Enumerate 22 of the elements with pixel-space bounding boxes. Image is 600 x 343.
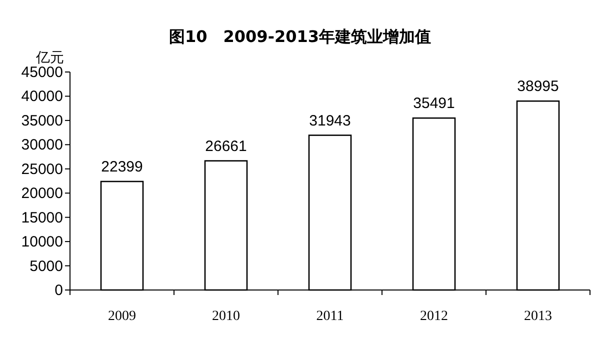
y-tick-label: 15000 (21, 209, 63, 226)
x-tick-label: 2011 (316, 309, 344, 324)
y-tick-label: 25000 (21, 160, 63, 178)
y-tick-label: 0 (54, 282, 63, 299)
chart-title: 图10 2009-2013年建筑业增加值 (169, 27, 431, 46)
data-label: 26661 (205, 138, 247, 155)
x-tick-label: 2013 (524, 309, 552, 324)
y-tick-label: 40000 (21, 88, 63, 106)
data-label: 38995 (517, 78, 559, 96)
data-label: 35491 (413, 95, 455, 112)
y-tick-label: 10000 (21, 234, 63, 251)
x-tick-label: 2010 (212, 309, 240, 324)
y-axis-title: 亿元 (35, 50, 64, 66)
y-tick-label: 5000 (30, 258, 63, 275)
y-tick-label: 30000 (21, 136, 63, 154)
x-tick-label: 2012 (420, 309, 448, 324)
data-label: 31943 (309, 112, 351, 130)
y-tick-label: 45000 (21, 64, 63, 81)
y-tick-label: 35000 (21, 112, 63, 130)
data-label: 22399 (101, 158, 143, 176)
x-tick-label: 2009 (108, 309, 136, 324)
y-tick-label: 20000 (21, 185, 63, 202)
